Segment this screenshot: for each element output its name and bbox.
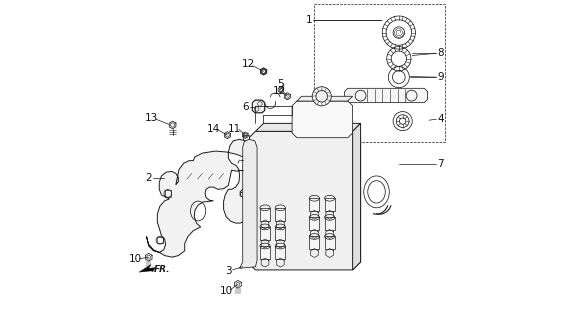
Text: 1: 1 bbox=[306, 15, 313, 25]
Text: 13: 13 bbox=[144, 113, 157, 123]
Text: 10: 10 bbox=[220, 286, 233, 296]
Text: 6: 6 bbox=[243, 102, 249, 112]
Polygon shape bbox=[252, 100, 264, 113]
Polygon shape bbox=[146, 139, 250, 257]
Bar bbox=[325, 217, 335, 230]
Text: 12: 12 bbox=[272, 85, 286, 96]
Bar bbox=[314, 4, 445, 142]
Polygon shape bbox=[239, 139, 257, 268]
Bar bbox=[164, 190, 171, 197]
Bar bbox=[275, 208, 285, 220]
Text: 10: 10 bbox=[128, 254, 142, 264]
Bar bbox=[260, 246, 270, 259]
Polygon shape bbox=[249, 131, 361, 270]
Bar bbox=[275, 246, 285, 259]
Text: FR.: FR. bbox=[154, 265, 171, 275]
Text: 5: 5 bbox=[277, 78, 284, 89]
Polygon shape bbox=[256, 123, 361, 131]
Text: 7: 7 bbox=[437, 159, 444, 169]
Bar bbox=[260, 227, 270, 240]
Polygon shape bbox=[139, 265, 155, 272]
Text: 3: 3 bbox=[225, 266, 232, 276]
Text: 8: 8 bbox=[437, 48, 444, 58]
Bar bbox=[309, 217, 320, 230]
Text: 12: 12 bbox=[242, 60, 255, 69]
Text: 2: 2 bbox=[145, 172, 152, 182]
Bar bbox=[260, 208, 270, 220]
Bar bbox=[309, 198, 320, 211]
Bar bbox=[157, 237, 163, 244]
Text: 14: 14 bbox=[207, 124, 220, 134]
Polygon shape bbox=[353, 123, 361, 270]
Bar bbox=[325, 198, 335, 211]
Bar bbox=[309, 236, 320, 249]
Polygon shape bbox=[345, 88, 428, 103]
Polygon shape bbox=[292, 101, 353, 138]
Bar bbox=[275, 227, 285, 240]
Polygon shape bbox=[239, 134, 249, 201]
Polygon shape bbox=[297, 96, 353, 101]
Text: 11: 11 bbox=[228, 124, 241, 134]
Text: 4: 4 bbox=[437, 114, 444, 124]
Text: 9: 9 bbox=[437, 72, 444, 82]
Circle shape bbox=[312, 87, 331, 106]
Bar bbox=[325, 236, 335, 249]
